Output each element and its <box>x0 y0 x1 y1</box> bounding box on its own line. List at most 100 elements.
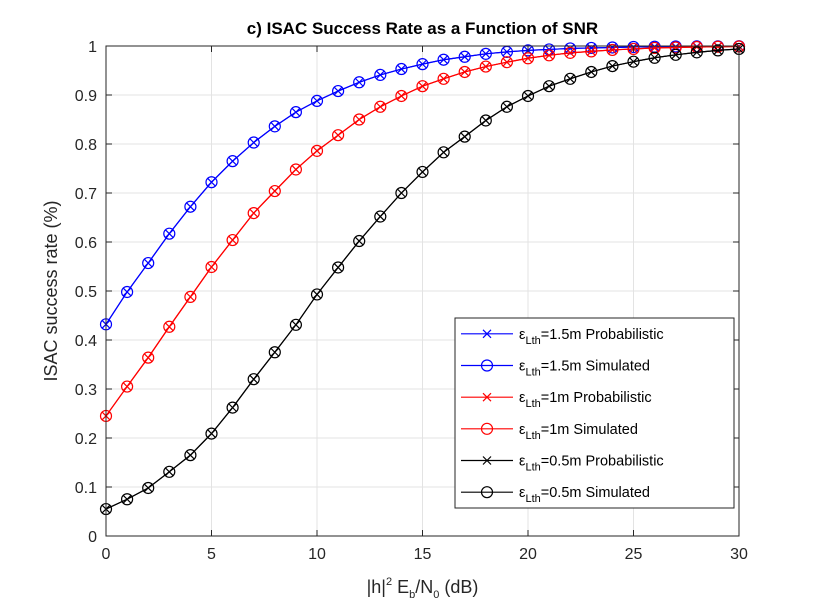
legend-marker <box>482 329 492 339</box>
legend-label: εLth=1.5m Probabilistic <box>519 327 664 347</box>
legend-item: εLth=1.5m Probabilistic <box>461 327 664 347</box>
x-tick-label: 5 <box>207 546 216 563</box>
x-label-sub2: 0 <box>433 589 439 601</box>
x-label-base: |h| <box>367 577 386 597</box>
data-point <box>374 68 387 82</box>
series-3 <box>99 40 746 423</box>
chart-title: c) ISAC Success Rate as a Function of SN… <box>247 19 598 38</box>
y-tick-label: 1 <box>88 39 97 56</box>
data-point <box>627 55 640 68</box>
data-point <box>120 493 134 506</box>
legend-rest: =1.5m Probabilistic <box>541 327 664 343</box>
data-point <box>289 163 302 176</box>
legend-symbol: ε <box>519 485 526 501</box>
legend-marker <box>482 392 492 402</box>
y-tick-label: 0.2 <box>75 431 97 448</box>
legend-label: εLth=1.5m Simulated <box>519 359 650 379</box>
data-point <box>120 380 134 393</box>
x-label-sub1: b <box>409 589 415 601</box>
data-point <box>416 80 429 93</box>
data-point <box>564 46 577 59</box>
legend-symbol: ε <box>519 454 526 470</box>
x-tick-label: 15 <box>414 546 432 563</box>
data-point <box>247 136 260 149</box>
data-point <box>205 260 218 274</box>
data-point <box>226 155 239 168</box>
data-point <box>585 41 598 55</box>
data-point <box>310 144 324 157</box>
data-point <box>648 41 661 55</box>
y-tick-label: 0.9 <box>75 88 97 105</box>
data-point <box>353 113 366 126</box>
legend-item: εLth=1.5m Simulated <box>461 359 650 379</box>
legend-rest: =1.5m Simulated <box>541 359 650 375</box>
data-point <box>163 465 176 478</box>
legend: εLth=1.5m Probabilistic εLth=1.5m Simulat… <box>454 317 735 509</box>
data-point <box>226 401 239 414</box>
legend-marker <box>482 456 492 465</box>
data-point <box>163 320 176 333</box>
data-point <box>585 65 598 79</box>
x-axis-label: |h|2 Eb/N0 (dB) <box>367 576 479 601</box>
data-point <box>205 176 218 189</box>
data-point <box>458 65 471 79</box>
legend-label: εLth=0.5m Probabilistic <box>519 454 664 474</box>
legend-item: εLth=0.5m Simulated <box>461 485 650 505</box>
data-point <box>542 49 556 62</box>
data-point <box>711 40 725 53</box>
data-point <box>690 46 703 59</box>
y-tick-label: 0.1 <box>75 480 97 497</box>
series-5 <box>99 42 746 516</box>
y-tick-label: 0.8 <box>75 137 97 154</box>
data-point <box>289 318 302 331</box>
x-tick-label: 10 <box>308 546 326 563</box>
legend-rest: =1m Simulated <box>541 422 638 438</box>
data-point <box>479 114 492 127</box>
data-point <box>395 186 408 200</box>
data-point <box>142 481 155 495</box>
data-point <box>669 48 682 61</box>
data-point <box>395 62 408 76</box>
legend-item: εLth=1m Probabilistic <box>461 390 652 410</box>
data-point <box>458 50 471 63</box>
data-point <box>648 51 661 64</box>
data-point <box>437 53 450 66</box>
legend-rest: =0.5m Simulated <box>541 485 650 501</box>
legend-symbol: ε <box>519 390 526 406</box>
data-point <box>184 290 197 303</box>
legend-label: εLth=1m Simulated <box>519 422 638 442</box>
y-axis-label: ISAC success rate (%) <box>41 200 61 381</box>
x-label-mid2: /N <box>415 577 433 597</box>
data-point <box>606 43 619 57</box>
x-tick-label: 25 <box>625 546 643 563</box>
data-point <box>268 120 281 133</box>
data-point <box>500 100 513 113</box>
x-tick-label: 0 <box>102 546 111 563</box>
data-point <box>184 449 197 462</box>
data-point <box>310 288 324 301</box>
data-point <box>374 100 387 113</box>
data-point <box>163 227 176 240</box>
x-label-sup: 2 <box>386 576 392 588</box>
y-tick-label: 0.4 <box>75 333 97 350</box>
y-tick-label: 0.5 <box>75 284 97 301</box>
data-point <box>226 233 239 247</box>
data-point <box>184 200 197 213</box>
legend-rest: =0.5m Probabilistic <box>541 454 664 470</box>
data-point <box>479 47 492 60</box>
data-point <box>521 52 535 65</box>
y-tick-label: 0.7 <box>75 186 97 203</box>
data-point <box>437 72 450 85</box>
data-point <box>416 58 429 71</box>
data-point <box>416 165 429 179</box>
legend-marker <box>480 486 494 499</box>
legend-symbol: ε <box>519 422 526 438</box>
data-point <box>268 346 281 359</box>
data-point <box>142 351 155 364</box>
data-point <box>268 184 281 198</box>
legend-item: εLth=0.5m Probabilistic <box>461 454 664 474</box>
ticks-group: 0 5 10 15 20 25 30 0 0.1 0.2 0.3 0.4 0.5 0.6 0.7 0.8 0.9… <box>75 39 748 563</box>
data-point <box>120 285 134 299</box>
data-point <box>521 89 535 103</box>
